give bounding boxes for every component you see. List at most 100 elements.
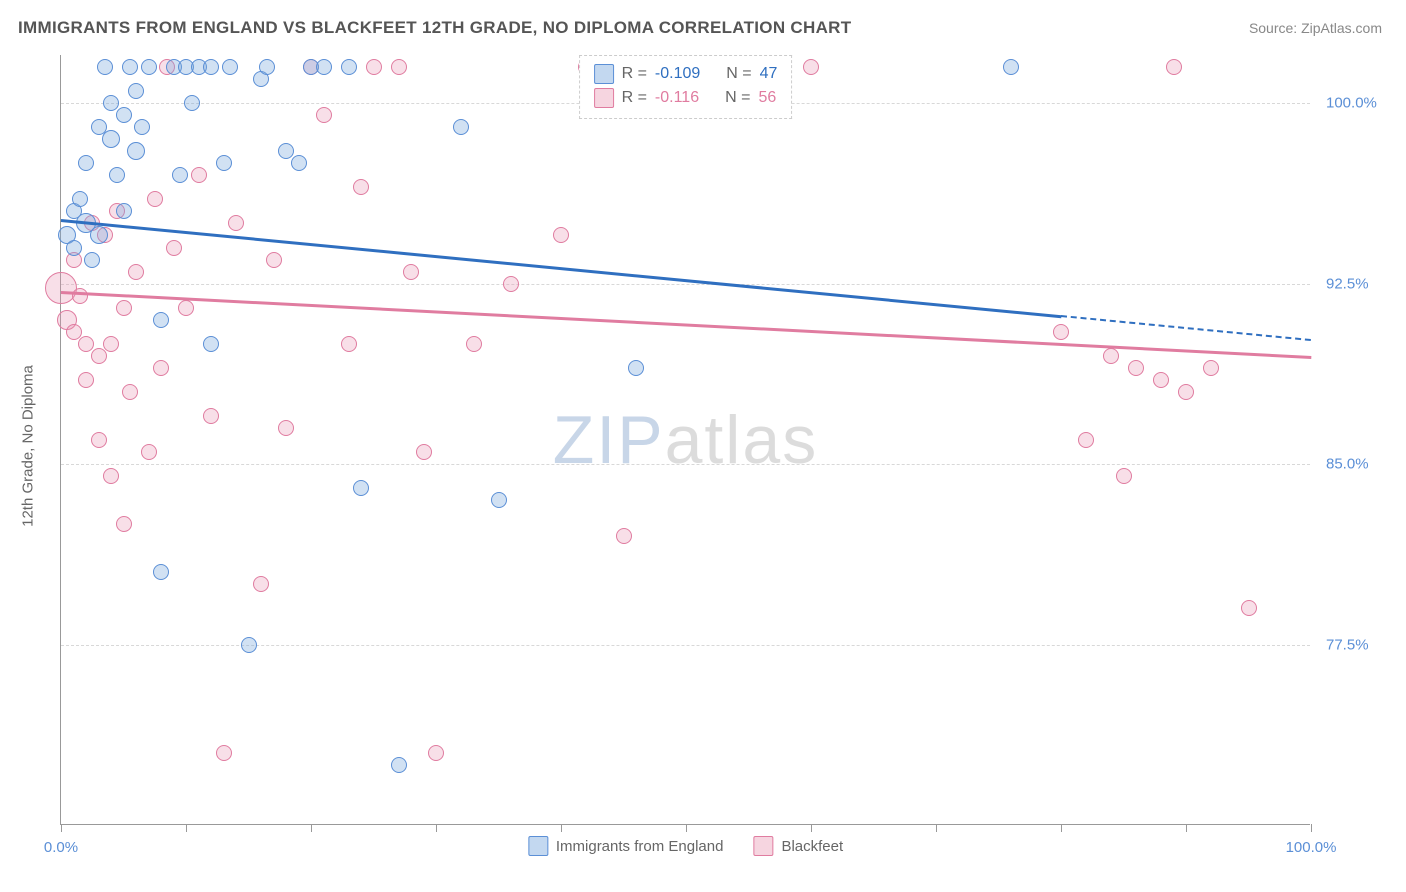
scatter-point-blue xyxy=(316,59,332,75)
legend-n-value-blue: 47 xyxy=(760,62,778,86)
scatter-point-pink xyxy=(253,576,269,592)
scatter-point-pink xyxy=(103,468,119,484)
scatter-point-blue xyxy=(109,167,125,183)
scatter-point-blue xyxy=(628,360,644,376)
scatter-point-pink xyxy=(78,372,94,388)
scatter-point-pink xyxy=(341,336,357,352)
scatter-point-pink xyxy=(122,384,138,400)
scatter-point-pink xyxy=(66,324,82,340)
scatter-point-pink xyxy=(266,252,282,268)
legend-row-blue: R = -0.109 N = 47 xyxy=(594,62,778,86)
legend-item-pink: Blackfeet xyxy=(753,836,843,856)
plot-area: ZIPatlas R = -0.109 N = 47 R = -0.116 N … xyxy=(60,55,1310,825)
scatter-point-blue xyxy=(72,191,88,207)
legend-n-label: N = xyxy=(725,86,750,110)
legend-swatch-pink-icon xyxy=(753,836,773,856)
scatter-point-pink xyxy=(316,107,332,123)
scatter-point-pink xyxy=(503,276,519,292)
scatter-point-pink xyxy=(616,528,632,544)
scatter-point-pink xyxy=(216,745,232,761)
scatter-point-blue xyxy=(291,155,307,171)
y-tick-label: 100.0% xyxy=(1326,95,1386,112)
scatter-point-pink xyxy=(416,444,432,460)
scatter-point-blue xyxy=(97,59,113,75)
scatter-point-pink xyxy=(1116,468,1132,484)
x-tick xyxy=(1061,824,1062,832)
scatter-point-pink xyxy=(403,264,419,280)
x-tick xyxy=(561,824,562,832)
scatter-point-pink xyxy=(166,240,182,256)
watermark: ZIPatlas xyxy=(553,401,818,479)
chart-container: IMMIGRANTS FROM ENGLAND VS BLACKFEET 12T… xyxy=(0,0,1406,892)
scatter-point-pink xyxy=(1241,600,1257,616)
y-tick-label: 85.0% xyxy=(1326,456,1386,473)
scatter-point-pink xyxy=(803,59,819,75)
scatter-point-pink xyxy=(91,432,107,448)
legend-r-label: R = xyxy=(622,62,647,86)
scatter-point-blue xyxy=(259,59,275,75)
scatter-point-blue xyxy=(127,142,145,160)
scatter-point-pink xyxy=(278,420,294,436)
legend-swatch-blue-icon xyxy=(528,836,548,856)
scatter-point-blue xyxy=(153,564,169,580)
scatter-point-blue xyxy=(341,59,357,75)
legend-n-label: N = xyxy=(726,62,751,86)
scatter-point-blue xyxy=(78,155,94,171)
regression-line-pink xyxy=(61,291,1311,358)
legend-r-value-pink: -0.116 xyxy=(655,86,699,110)
chart-title: IMMIGRANTS FROM ENGLAND VS BLACKFEET 12T… xyxy=(18,18,851,38)
legend-label-pink: Blackfeet xyxy=(781,838,843,855)
x-tick xyxy=(186,824,187,832)
scatter-point-blue xyxy=(90,226,108,244)
scatter-point-pink xyxy=(228,215,244,231)
scatter-point-pink xyxy=(1166,59,1182,75)
scatter-point-pink xyxy=(178,300,194,316)
x-tick xyxy=(1186,824,1187,832)
scatter-point-pink xyxy=(103,336,119,352)
legend-series: Immigrants from England Blackfeet xyxy=(528,836,843,856)
scatter-point-blue xyxy=(203,59,219,75)
scatter-point-pink xyxy=(203,408,219,424)
watermark-zip: ZIP xyxy=(553,402,665,478)
x-tick-label: 100.0% xyxy=(1286,839,1337,856)
x-tick xyxy=(811,824,812,832)
scatter-point-pink xyxy=(466,336,482,352)
scatter-point-pink xyxy=(428,745,444,761)
scatter-point-blue xyxy=(66,240,82,256)
scatter-point-pink xyxy=(128,264,144,280)
x-tick xyxy=(686,824,687,832)
gridline xyxy=(61,464,1310,465)
scatter-point-pink xyxy=(141,444,157,460)
legend-r-value-blue: -0.109 xyxy=(655,62,700,86)
x-tick xyxy=(436,824,437,832)
scatter-point-blue xyxy=(216,155,232,171)
scatter-point-pink xyxy=(191,167,207,183)
scatter-point-pink xyxy=(91,348,107,364)
y-tick-label: 77.5% xyxy=(1326,636,1386,653)
scatter-point-pink xyxy=(72,288,88,304)
scatter-point-pink xyxy=(1103,348,1119,364)
legend-item-blue: Immigrants from England xyxy=(528,836,724,856)
scatter-point-blue xyxy=(453,119,469,135)
x-tick xyxy=(311,824,312,832)
scatter-point-blue xyxy=(278,143,294,159)
x-tick xyxy=(936,824,937,832)
legend-n-value-pink: 56 xyxy=(758,86,776,110)
y-tick-label: 92.5% xyxy=(1326,275,1386,292)
scatter-point-blue xyxy=(491,492,507,508)
legend-swatch-blue-icon xyxy=(594,64,614,84)
scatter-point-blue xyxy=(241,637,257,653)
scatter-point-blue xyxy=(153,312,169,328)
scatter-point-pink xyxy=(366,59,382,75)
legend-correlation: R = -0.109 N = 47 R = -0.116 N = 56 xyxy=(579,55,793,119)
scatter-point-pink xyxy=(1153,372,1169,388)
scatter-point-pink xyxy=(1078,432,1094,448)
gridline xyxy=(61,284,1310,285)
scatter-point-blue xyxy=(203,336,219,352)
scatter-point-blue xyxy=(116,203,132,219)
legend-label-blue: Immigrants from England xyxy=(556,838,724,855)
scatter-point-pink xyxy=(1203,360,1219,376)
x-tick xyxy=(1311,824,1312,832)
regression-line-blue-dashed xyxy=(1061,315,1311,341)
watermark-atlas: atlas xyxy=(665,402,819,478)
